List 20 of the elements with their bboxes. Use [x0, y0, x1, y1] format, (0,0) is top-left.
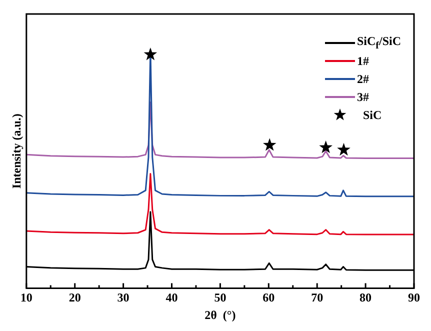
x-tick-label: 10: [20, 290, 32, 304]
legend-label: 1#: [356, 54, 369, 68]
x-tick-label: 50: [214, 290, 226, 304]
x-tick-label: 30: [117, 290, 130, 304]
x-tick-label: 60: [262, 290, 275, 304]
x-axis-title: 2θ (°): [204, 308, 236, 322]
legend-label: SiC: [362, 108, 382, 122]
legend-label: 2#: [356, 72, 369, 86]
legend-label: 3#: [356, 90, 369, 104]
point: [337, 142, 350, 156]
point: [262, 138, 276, 151]
x-tick-label: 20: [68, 290, 81, 304]
y-axis-title: Intensity (a.u.): [9, 114, 24, 189]
point: [319, 140, 332, 154]
x-tick-label: 70: [311, 290, 324, 304]
x-tick-label: 40: [166, 290, 178, 304]
x-tick-label: 90: [408, 290, 420, 304]
point: [144, 48, 158, 60]
legend-label: SiC$_{f}$/SiC: [356, 34, 401, 52]
x-tick-label: 80: [360, 290, 372, 304]
